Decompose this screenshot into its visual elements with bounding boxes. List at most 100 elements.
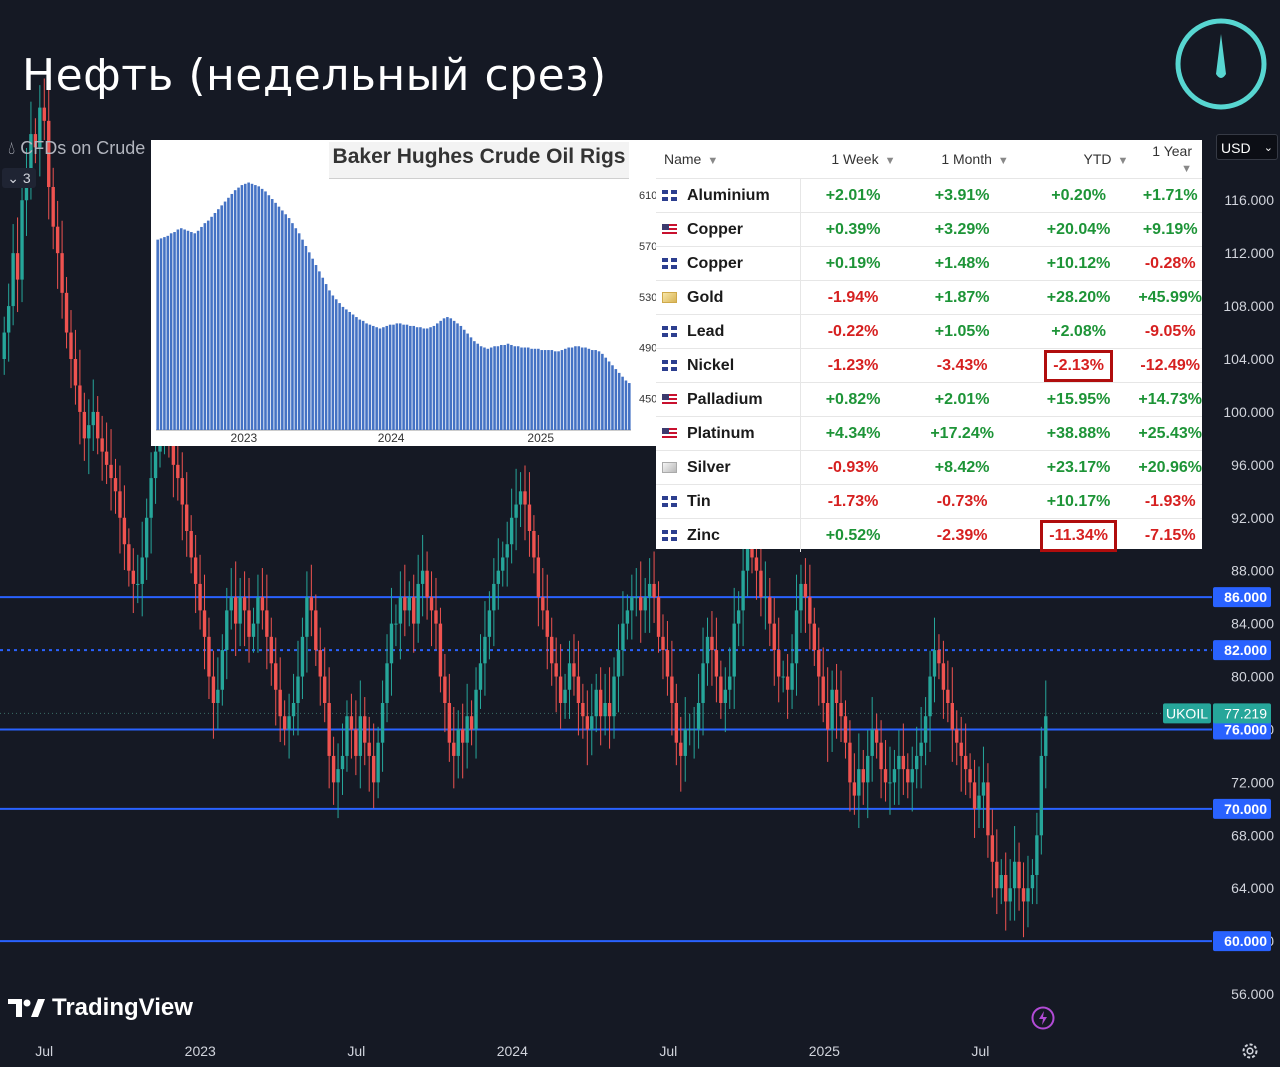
candle-body (963, 755, 968, 770)
rigs-y-tick: 490 (639, 343, 657, 355)
candle-body (941, 663, 946, 690)
column-header-year[interactable]: 1 Year▼ (1152, 143, 1192, 175)
table-row[interactable]: Tin -1.73% -0.73% +10.17% -1.93% (656, 484, 1202, 519)
candle-body (469, 716, 474, 730)
change-week-cell: +0.82% (800, 382, 906, 417)
table-row[interactable]: Silver -0.93% +8.42% +23.17% +20.96% (656, 450, 1202, 485)
candle-body (91, 411, 95, 426)
rig-bar (506, 343, 510, 430)
candle-body (389, 623, 394, 664)
metal-name: Copper (687, 220, 743, 238)
change-month-value: +1.87% (934, 288, 990, 306)
rig-bar (594, 350, 597, 430)
metal-name-cell[interactable]: Palladium (656, 382, 801, 417)
candle-body (848, 742, 852, 783)
rig-bar (567, 347, 570, 430)
column-header-month[interactable]: 1 Month ▼ (941, 151, 1009, 167)
uk-flag-icon (662, 495, 677, 507)
table-row[interactable]: Nickel -1.23% -3.43% -2.13% -12.49% (656, 348, 1202, 383)
change-week-cell: -0.22% (800, 314, 906, 349)
column-header-week[interactable]: 1 Week ▼ (831, 151, 896, 167)
candle-body (496, 570, 500, 584)
uk-flag-icon (662, 257, 677, 269)
candle-body (892, 769, 897, 783)
table-row[interactable]: Zinc +0.52% -2.39% -11.34% -7.15% (656, 518, 1202, 552)
rig-bar (473, 341, 476, 430)
candle-body (683, 729, 687, 756)
metal-name-cell[interactable]: Zinc (656, 518, 801, 552)
change-ytd-cell: +38.88% (1018, 416, 1139, 451)
metal-name: Zinc (687, 526, 720, 544)
rig-bar (206, 220, 210, 430)
table-row[interactable]: Copper +0.39% +3.29% +20.04% +9.19% (656, 212, 1202, 247)
currency-value: USD (1221, 140, 1251, 156)
metal-name-cell[interactable]: Silver (656, 450, 801, 485)
candle-body (69, 332, 73, 359)
candle-body (291, 703, 296, 717)
time-tick-label: 2023 (185, 1043, 216, 1059)
candle-body (790, 663, 794, 690)
rigs-chart-title: Baker Hughes Crude Oil Rigs (329, 142, 629, 179)
price-tick-label: 112.000 (1224, 245, 1274, 261)
candle-body (692, 729, 696, 731)
candle-body (603, 703, 607, 717)
rig-bar (520, 347, 523, 430)
metal-name-cell[interactable]: Tin (656, 484, 801, 519)
candle-body (955, 729, 959, 743)
table-row[interactable]: Palladium +0.82% +2.01% +15.95% +14.73% (656, 382, 1202, 417)
table-row[interactable]: Lead -0.22% +1.05% +2.08% -9.05% (656, 314, 1202, 349)
candle-body (817, 650, 821, 677)
candle-body (937, 650, 941, 664)
oil-drop-icon: 💧︎ (8, 138, 16, 158)
change-week-cell: -1.73% (800, 484, 906, 519)
table-row[interactable]: Platinum +4.34% +17.24% +38.88% +25.43% (656, 416, 1202, 451)
candle-body (661, 636, 665, 651)
rig-bar (425, 328, 429, 430)
candle-body (1017, 861, 1021, 889)
candle-body (897, 755, 901, 770)
price-tick-label: 56.000 (1231, 986, 1274, 1002)
metal-name-cell[interactable]: Aluminium (656, 178, 801, 213)
rigs-y-tick: 450 (639, 393, 657, 405)
table-row[interactable]: Gold -1.94% +1.87% +28.20% +45.99% (656, 280, 1202, 315)
candle-body (113, 478, 118, 492)
candle-body (825, 703, 830, 730)
change-month-cell: -2.39% (905, 518, 1019, 552)
candle-body (981, 782, 986, 796)
rig-bar (186, 230, 190, 430)
metal-name-cell[interactable]: Lead (656, 314, 801, 349)
metal-name-cell[interactable]: Platinum (656, 416, 801, 451)
change-ytd-value: -11.34% (1040, 519, 1117, 552)
symbol-label[interactable]: 💧︎ CFDs on Crude (8, 138, 145, 159)
change-year-value: -9.05% (1144, 322, 1196, 340)
lightning-alert-icon[interactable] (1031, 1006, 1055, 1030)
chevron-down-icon: ▼ (1181, 163, 1192, 175)
candle-body (799, 583, 803, 611)
candle-body (888, 782, 892, 784)
rig-bar (341, 306, 345, 430)
level-badge (1213, 798, 1271, 819)
metal-name-cell[interactable]: Nickel (656, 348, 801, 383)
metal-name-cell[interactable]: Copper (656, 212, 801, 247)
rig-bar (459, 325, 463, 430)
table-row[interactable]: Aluminium +2.01% +3.91% +0.20% +1.71% (656, 178, 1202, 213)
currency-select[interactable]: USD ⌄ (1216, 134, 1278, 160)
indicator-toggle[interactable]: ⌄ 3 (2, 168, 36, 188)
candle-body (78, 385, 82, 412)
candle-body (327, 703, 331, 756)
candle-body (852, 782, 857, 796)
metal-name-cell[interactable]: Copper (656, 246, 801, 281)
candle-body (928, 676, 932, 717)
gear-icon[interactable] (1240, 1041, 1260, 1061)
candle-body (127, 544, 131, 571)
metal-name-cell[interactable]: Gold (656, 280, 801, 315)
rig-bar (284, 214, 287, 430)
rig-bar (358, 319, 362, 430)
table-row[interactable]: Copper +0.19% +1.48% +10.12% -0.28% (656, 246, 1202, 281)
tradingview-logo[interactable]: TradingView (8, 994, 193, 1022)
column-header-ytd[interactable]: YTD ▼ (1083, 151, 1129, 167)
column-header-name[interactable]: Name ▼ (664, 151, 719, 167)
candle-body (269, 636, 273, 664)
level-badge (1213, 931, 1271, 952)
